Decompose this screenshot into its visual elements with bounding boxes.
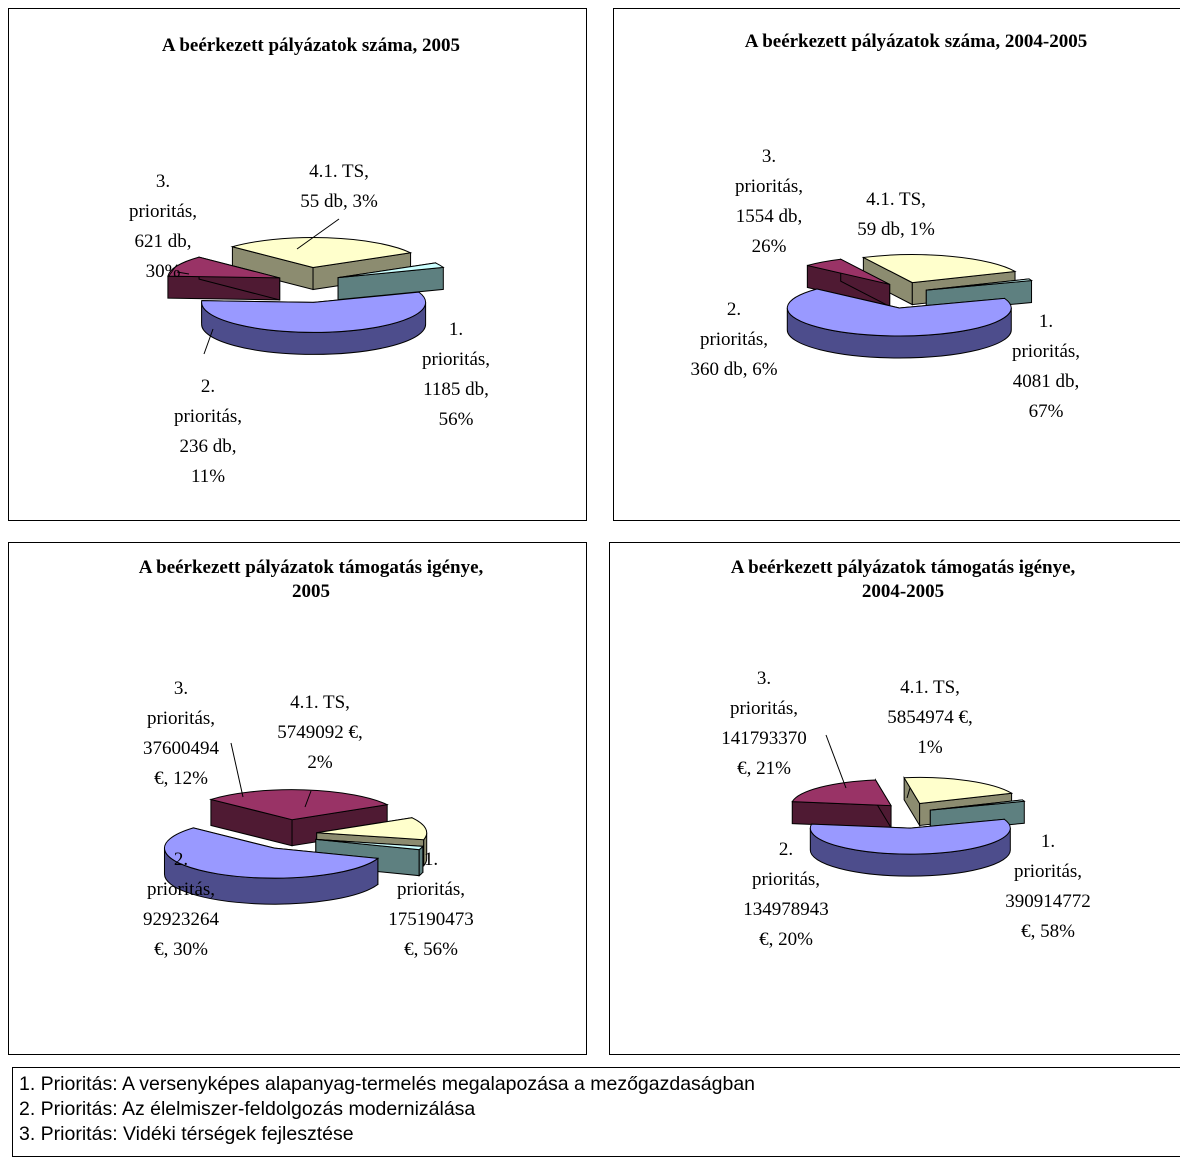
data-label-priority-1: 1. prioritás, 175190473 €, 56% bbox=[388, 849, 474, 960]
leader-line-ts-4-1 bbox=[906, 787, 911, 799]
chart-panel-applications-2005: A beérkezett pályázatok száma, 2005 1. pri… bbox=[8, 8, 587, 521]
pie-slice-priority-1 bbox=[809, 818, 1011, 877]
leader-line-priority-3 bbox=[825, 734, 847, 789]
pie-slice-priority-3 bbox=[230, 237, 413, 291]
data-label-priority-2: 2. prioritás, 360 db, 6% bbox=[690, 299, 777, 380]
pie-slice-priority-1 bbox=[201, 291, 427, 355]
data-label-priority-3: 3. prioritás, 37600494 €, 12% bbox=[143, 678, 220, 789]
data-label-ts-4-1: 4.1. TS, 59 db, 1% bbox=[857, 189, 935, 240]
leader-line-ts-4-1 bbox=[296, 218, 340, 250]
leader-line-priority-3 bbox=[176, 271, 190, 275]
chart-panel-applications-2004-2005: A beérkezett pályázatok száma, 2004-2005… bbox=[613, 8, 1180, 521]
data-label-priority-1: 1. prioritás, 4081 db, 67% bbox=[1012, 311, 1080, 422]
chart-title: A beérkezett pályázatok támogatás igénye… bbox=[731, 557, 1076, 578]
data-label-priority-1: 1. prioritás, 390914772 €, 58% bbox=[1005, 831, 1091, 942]
pie-slice-priority-2 bbox=[791, 778, 892, 830]
leader-line-priority-3 bbox=[230, 742, 244, 798]
pie-slice-priority-2 bbox=[806, 258, 891, 308]
chart-title: A beérkezett pályázatok támogatás igénye… bbox=[139, 557, 484, 578]
pie-slice-priority-2 bbox=[167, 256, 281, 301]
data-label-priority-2: 2. prioritás, 92923264 €, 30% bbox=[143, 849, 220, 960]
chart-title: A beérkezett pályázatok száma, 2004-2005 bbox=[745, 31, 1087, 52]
pie-chart-svg: A beérkezett pályázatok száma, 2005 1. pri… bbox=[129, 35, 490, 487]
pie-chart-svg: A beérkezett pályázatok száma, 2004-2005… bbox=[690, 31, 1087, 422]
data-label-ts-4-1: 4.1. TS, 5749092 €, 2% bbox=[277, 692, 363, 773]
pie-chart-svg: A beérkezett pályázatok támogatás igénye… bbox=[139, 557, 484, 960]
data-label-priority-2: 2. prioritás, 134978943 €, 20% bbox=[743, 839, 829, 950]
chart-title: 2005 bbox=[292, 581, 330, 602]
pie-slice-priority-2 bbox=[209, 789, 389, 847]
pie-chart-svg: A beérkezett pályázatok támogatás igénye… bbox=[721, 557, 1091, 950]
chart-panel-support-demand-2005: A beérkezett pályázatok támogatás igénye… bbox=[8, 542, 587, 1055]
data-label-ts-4-1: 4.1. TS, 55 db, 3% bbox=[300, 161, 378, 212]
data-label-priority-3: 3. prioritás, 1554 db, 26% bbox=[735, 146, 803, 257]
data-label-priority-1: 1. prioritás, 1185 db, 56% bbox=[422, 319, 490, 430]
chart-title: 2004-2005 bbox=[862, 581, 944, 602]
data-label-priority-3: 3. prioritás, 621 db, 30% bbox=[129, 171, 197, 282]
leader-line-ts-4-1 bbox=[304, 790, 312, 808]
chart-title: A beérkezett pályázatok száma, 2005 bbox=[162, 35, 460, 56]
data-label-ts-4-1: 4.1. TS, 5854974 €, 1% bbox=[887, 677, 973, 758]
priority-legend: 1. Prioritás: A versenyképes alapanyag-t… bbox=[12, 1067, 1180, 1157]
pie-slice-ts-4-1 bbox=[337, 262, 445, 301]
legend-item-priority-2: 2. Prioritás: Az élelmiszer-feldolgozás … bbox=[19, 1098, 476, 1120]
data-label-priority-3: 3. prioritás, 141793370 €, 21% bbox=[721, 668, 807, 779]
pie-slice-priority-1 bbox=[163, 827, 380, 905]
data-label-priority-2: 2. prioritás, 236 db, 11% bbox=[174, 376, 242, 487]
chart-panel-support-demand-2004-2005: A beérkezett pályázatok támogatás igénye… bbox=[609, 542, 1180, 1055]
leader-line-priority-2 bbox=[203, 328, 214, 355]
legend-item-priority-1: 1. Prioritás: A versenyképes alapanyag-t… bbox=[19, 1073, 756, 1095]
pie-slice-priority-1 bbox=[786, 288, 1012, 359]
legend-item-priority-3: 3. Prioritás: Vidéki térségek fejlesztés… bbox=[19, 1123, 354, 1145]
